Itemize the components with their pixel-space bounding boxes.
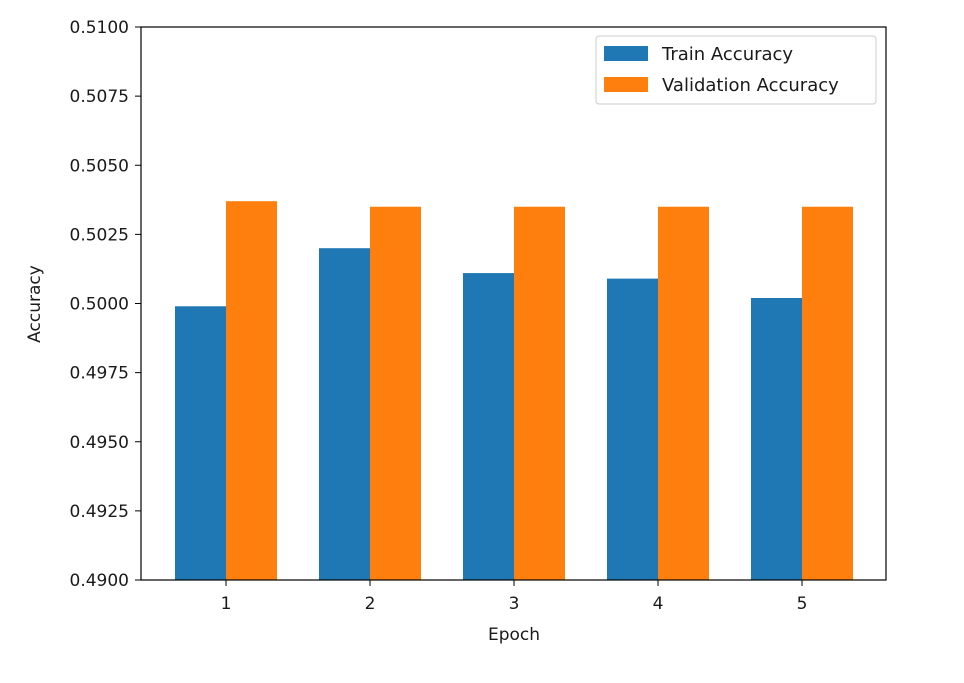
legend: Train Accuracy Validation Accuracy [595,35,877,105]
x-tick-label: 3 [509,594,520,614]
bar-validation-epoch-4 [658,206,709,580]
bar-train-epoch-2 [319,248,370,580]
x-tick-label: 4 [653,594,664,614]
legend-frame [595,35,877,105]
x-tick-label: 5 [797,594,808,614]
y-tick-label: 0.5100 [70,18,129,38]
bar-validation-epoch-1 [226,201,277,580]
legend-swatch-validation [604,77,648,92]
bar-train-epoch-4 [607,278,658,580]
legend-label-validation: Validation Accuracy [662,75,839,96]
y-tick-label: 0.5050 [70,156,129,176]
bar-validation-epoch-5 [802,206,853,580]
bar-train-epoch-1 [175,306,226,580]
bars-layer [175,201,853,580]
x-tick-label: 2 [365,594,376,614]
x-tick-label: 1 [221,594,232,614]
bar-train-epoch-3 [463,273,514,580]
x-axis-label: Epoch [488,625,540,645]
y-tick-label: 0.5075 [70,87,129,107]
bar-validation-epoch-3 [514,206,565,580]
legend-label-train: Train Accuracy [661,44,793,65]
ticks-layer: 0.4900 0.4925 0.4950 0.4975 0.5000 0.5025 0.50… [70,18,808,614]
y-tick-label: 0.4950 [70,433,129,453]
y-tick-label: 0.5000 [70,295,129,315]
y-tick-label: 0.4925 [70,502,129,522]
bar-validation-epoch-2 [370,206,421,580]
y-tick-label: 0.5025 [70,225,129,245]
legend-swatch-train [604,46,648,61]
bar-train-epoch-5 [751,297,802,580]
y-axis-label: Accuracy [25,265,45,343]
y-tick-label: 0.4975 [70,364,129,384]
y-tick-label: 0.4900 [70,571,129,591]
